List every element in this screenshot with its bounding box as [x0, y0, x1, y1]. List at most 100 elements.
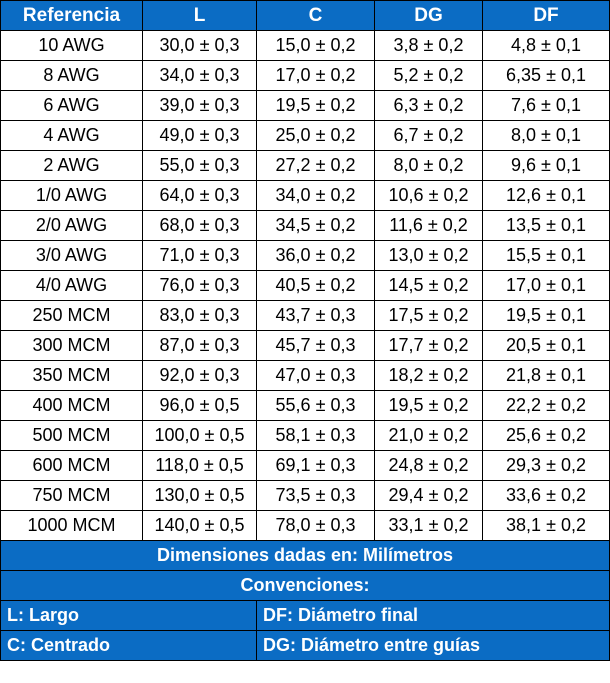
cell-c: 55,6 ± 0,3 [256, 390, 375, 421]
cell-dg: 3,8 ± 0,2 [374, 30, 483, 61]
conventions-title: Convenciones: [0, 570, 610, 601]
cell-l: 68,0 ± 0,3 [142, 210, 257, 241]
cell-dg: 29,4 ± 0,2 [374, 480, 483, 511]
table-row: 2 AWG 55,0 ± 0,3 27,2 ± 0,2 8,0 ± 0,2 9,6 ± … [0, 150, 610, 181]
cell-dg: 11,6 ± 0,2 [374, 210, 483, 241]
cell-dg: 33,1 ± 0,2 [374, 510, 483, 541]
table-row: 2/0 AWG 68,0 ± 0,3 34,5 ± 0,2 11,6 ± 0,2 13,… [0, 210, 610, 241]
cell-dg: 17,5 ± 0,2 [374, 300, 483, 331]
cell-referencia: 300 MCM [0, 330, 143, 361]
cell-referencia: 6 AWG [0, 90, 143, 121]
cell-l: 71,0 ± 0,3 [142, 240, 257, 271]
cell-dg: 6,7 ± 0,2 [374, 120, 483, 151]
table-body: 10 AWG 30,0 ± 0,3 15,0 ± 0,2 3,8 ± 0,2 4,8 ±… [0, 30, 610, 541]
cell-referencia: 2 AWG [0, 150, 143, 181]
cell-l: 30,0 ± 0,3 [142, 30, 257, 61]
cell-c: 34,0 ± 0,2 [256, 180, 375, 211]
cell-l: 83,0 ± 0,3 [142, 300, 257, 331]
cell-df: 19,5 ± 0,1 [482, 300, 610, 331]
table-row: 250 MCM 83,0 ± 0,3 43,7 ± 0,3 17,5 ± 0,2 19,… [0, 300, 610, 331]
cell-df: 33,6 ± 0,2 [482, 480, 610, 511]
cell-referencia: 250 MCM [0, 300, 143, 331]
cell-referencia: 750 MCM [0, 480, 143, 511]
cell-l: 100,0 ± 0,5 [142, 420, 257, 451]
cell-l: 49,0 ± 0,3 [142, 120, 257, 151]
cell-referencia: 10 AWG [0, 30, 143, 61]
cell-c: 17,0 ± 0,2 [256, 60, 375, 91]
table-row: 350 MCM 92,0 ± 0,3 47,0 ± 0,3 18,2 ± 0,2 21,… [0, 360, 610, 391]
cell-dg: 19,5 ± 0,2 [374, 390, 483, 421]
cell-df: 17,0 ± 0,1 [482, 270, 610, 301]
cell-c: 69,1 ± 0,3 [256, 450, 375, 481]
header-c: C [256, 0, 375, 31]
conventions-title-row: Convenciones: [0, 570, 610, 601]
cell-dg: 8,0 ± 0,2 [374, 150, 483, 181]
table-row: 1/0 AWG 64,0 ± 0,3 34,0 ± 0,2 10,6 ± 0,2 12,… [0, 180, 610, 211]
cell-referencia: 3/0 AWG [0, 240, 143, 271]
cell-l: 39,0 ± 0,3 [142, 90, 257, 121]
cell-dg: 17,7 ± 0,2 [374, 330, 483, 361]
cell-c: 15,0 ± 0,2 [256, 30, 375, 61]
table-row: 3/0 AWG 71,0 ± 0,3 36,0 ± 0,2 13,0 ± 0,2 15,… [0, 240, 610, 271]
cell-referencia: 600 MCM [0, 450, 143, 481]
cell-l: 76,0 ± 0,3 [142, 270, 257, 301]
cell-l: 34,0 ± 0,3 [142, 60, 257, 91]
table-row: 400 MCM 96,0 ± 0,5 55,6 ± 0,3 19,5 ± 0,2 22,… [0, 390, 610, 421]
cell-df: 20,5 ± 0,1 [482, 330, 610, 361]
cell-referencia: 1000 MCM [0, 510, 143, 541]
header-referencia: Referencia [0, 0, 143, 31]
table-row: 500 MCM 100,0 ± 0,5 58,1 ± 0,3 21,0 ± 0,2 25… [0, 420, 610, 451]
cell-referencia: 4/0 AWG [0, 270, 143, 301]
cell-c: 40,5 ± 0,2 [256, 270, 375, 301]
cell-df: 22,2 ± 0,2 [482, 390, 610, 421]
header-l: L [142, 0, 257, 31]
cell-df: 9,6 ± 0,1 [482, 150, 610, 181]
cell-dg: 24,8 ± 0,2 [374, 450, 483, 481]
cell-dg: 5,2 ± 0,2 [374, 60, 483, 91]
cell-c: 47,0 ± 0,3 [256, 360, 375, 391]
cell-l: 92,0 ± 0,3 [142, 360, 257, 391]
table-row: 300 MCM 87,0 ± 0,3 45,7 ± 0,3 17,7 ± 0,2 20,… [0, 330, 610, 361]
cell-df: 4,8 ± 0,1 [482, 30, 610, 61]
cell-l: 140,0 ± 0,5 [142, 510, 257, 541]
cell-df: 29,3 ± 0,2 [482, 450, 610, 481]
cell-referencia: 400 MCM [0, 390, 143, 421]
units-row: Dimensiones dadas en: Milímetros [0, 540, 610, 571]
table-row: 600 MCM 118,0 ± 0,5 69,1 ± 0,3 24,8 ± 0,2 29… [0, 450, 610, 481]
cell-l: 96,0 ± 0,5 [142, 390, 257, 421]
cell-dg: 21,0 ± 0,2 [374, 420, 483, 451]
cell-dg: 10,6 ± 0,2 [374, 180, 483, 211]
cell-referencia: 4 AWG [0, 120, 143, 151]
legend-df: DF: Diámetro final [256, 600, 610, 631]
cell-referencia: 500 MCM [0, 420, 143, 451]
cell-dg: 13,0 ± 0,2 [374, 240, 483, 271]
cell-df: 6,35 ± 0,1 [482, 60, 610, 91]
cell-referencia: 8 AWG [0, 60, 143, 91]
cell-c: 19,5 ± 0,2 [256, 90, 375, 121]
table-row: 4 AWG 49,0 ± 0,3 25,0 ± 0,2 6,7 ± 0,2 8,0 ± … [0, 120, 610, 151]
conventions-row: L: Largo DF: Diámetro final [0, 600, 610, 631]
cell-l: 118,0 ± 0,5 [142, 450, 257, 481]
cell-c: 45,7 ± 0,3 [256, 330, 375, 361]
conventions-row: C: Centrado DG: Diámetro entre guías [0, 630, 610, 661]
cell-l: 55,0 ± 0,3 [142, 150, 257, 181]
cell-df: 38,1 ± 0,2 [482, 510, 610, 541]
header-row: Referencia L C DG DF [0, 0, 610, 31]
cell-dg: 6,3 ± 0,2 [374, 90, 483, 121]
cell-dg: 18,2 ± 0,2 [374, 360, 483, 391]
cell-df: 15,5 ± 0,1 [482, 240, 610, 271]
table-row: 10 AWG 30,0 ± 0,3 15,0 ± 0,2 3,8 ± 0,2 4,8 ±… [0, 30, 610, 61]
cell-df: 12,6 ± 0,1 [482, 180, 610, 211]
table-row: 1000 MCM 140,0 ± 0,5 78,0 ± 0,3 33,1 ± 0,2 3… [0, 510, 610, 541]
table-row: 8 AWG 34,0 ± 0,3 17,0 ± 0,2 5,2 ± 0,2 6,35 ±… [0, 60, 610, 91]
table-row: 4/0 AWG 76,0 ± 0,3 40,5 ± 0,2 14,5 ± 0,2 17,… [0, 270, 610, 301]
cell-l: 130,0 ± 0,5 [142, 480, 257, 511]
legend-dg: DG: Diámetro entre guías [256, 630, 610, 661]
legend-c: C: Centrado [0, 630, 257, 661]
header-df: DF [482, 0, 610, 31]
cell-c: 36,0 ± 0,2 [256, 240, 375, 271]
cell-referencia: 1/0 AWG [0, 180, 143, 211]
cell-referencia: 350 MCM [0, 360, 143, 391]
table-row: 6 AWG 39,0 ± 0,3 19,5 ± 0,2 6,3 ± 0,2 7,6 ± … [0, 90, 610, 121]
cell-c: 58,1 ± 0,3 [256, 420, 375, 451]
